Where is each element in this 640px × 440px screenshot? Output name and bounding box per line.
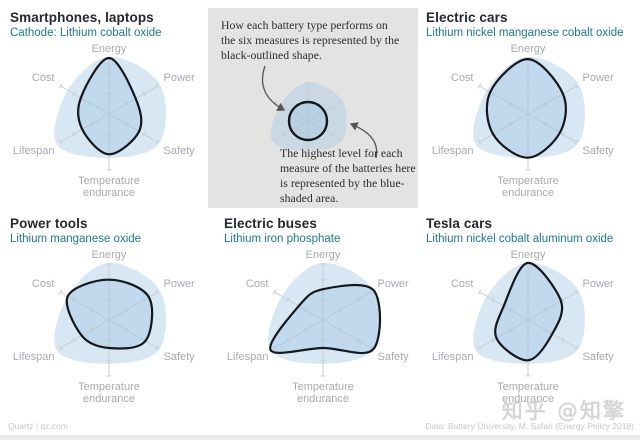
svg-text:endurance: endurance	[297, 393, 349, 405]
svg-text:Lifespan: Lifespan	[13, 351, 55, 363]
svg-text:Energy: Energy	[511, 43, 546, 55]
source-credit-data: Data: Battery University, M. Safari (Ene…	[425, 421, 634, 431]
explainer-mini-radar	[261, 65, 378, 160]
svg-text:Energy: Energy	[306, 249, 341, 261]
svg-text:Power: Power	[163, 72, 195, 84]
svg-text:Safety: Safety	[163, 351, 195, 363]
zhihu-watermark: 知乎 @知擎	[501, 399, 626, 423]
svg-text:Lifespan: Lifespan	[432, 351, 474, 363]
panel-title: Electric buses	[224, 216, 317, 231]
arrow-to-blue-area-icon	[349, 122, 378, 159]
svg-text:Lifespan: Lifespan	[13, 145, 55, 157]
svg-text:Lifespan: Lifespan	[227, 351, 269, 363]
panel-subtitle: Lithium manganese oxide	[10, 233, 142, 245]
svg-text:Temperature: Temperature	[78, 381, 140, 393]
panel-electric-buses: Electric buses Lithium iron phosphate En…	[222, 216, 428, 418]
svg-text:Power: Power	[163, 278, 195, 290]
panel-title: Electric cars	[426, 10, 508, 25]
panel-title: Smartphones, laptops	[10, 10, 154, 25]
svg-text:Lifespan: Lifespan	[432, 145, 474, 157]
svg-text:Safety: Safety	[582, 145, 614, 157]
bottom-strip	[0, 435, 640, 440]
svg-text:Power: Power	[582, 278, 614, 290]
svg-text:endurance: endurance	[502, 187, 554, 199]
svg-text:Temperature: Temperature	[292, 381, 354, 393]
svg-text:Safety: Safety	[377, 351, 409, 363]
svg-text:Power: Power	[377, 278, 409, 290]
panel-smartphones: Smartphones, laptops Cathode: Lithium co…	[8, 10, 214, 212]
panel-tesla-cars: Tesla cars Lithium nickel cobalt aluminu…	[424, 216, 636, 418]
svg-text:endurance: endurance	[83, 393, 135, 405]
svg-text:Safety: Safety	[163, 145, 195, 157]
panel-subtitle: Lithium iron phosphate	[224, 233, 341, 245]
svg-text:Cost: Cost	[451, 72, 474, 84]
svg-text:Cost: Cost	[246, 278, 269, 290]
radar-chart-electric-buses: Energy Power Safety Temperature enduranc…	[227, 249, 409, 405]
explainer-text-bottom: The highest level for each measure of th…	[280, 146, 416, 206]
radar-chart-power-tools: Energy Power Safety Temperature enduranc…	[13, 249, 195, 405]
explainer-box: How each battery type performs on the si…	[208, 8, 418, 208]
source-credit-quartz: Quartz | qz.com	[8, 421, 68, 431]
svg-text:endurance: endurance	[83, 187, 135, 199]
radar-chart-smartphones: Energy Power Safety Temperature enduranc…	[13, 43, 195, 199]
svg-text:Temperature: Temperature	[78, 175, 140, 187]
arrow-to-black-shape-icon	[261, 65, 286, 111]
svg-text:Temperature: Temperature	[497, 175, 559, 187]
svg-text:endurance: endurance	[502, 393, 554, 405]
panel-title: Power tools	[10, 216, 88, 231]
svg-text:Energy: Energy	[92, 43, 127, 55]
svg-text:Energy: Energy	[92, 249, 127, 261]
panel-electric-cars: Electric cars Lithium nickel manganese c…	[424, 10, 636, 212]
svg-text:Temperature: Temperature	[497, 381, 559, 393]
panel-subtitle: Lithium nickel cobalt aluminum oxide	[426, 233, 614, 245]
svg-text:Power: Power	[582, 72, 614, 84]
radar-chart-electric-cars: Energy Power Safety Temperature enduranc…	[432, 43, 614, 199]
panel-subtitle: Cathode: Lithium cobalt oxide	[10, 27, 162, 39]
radar-chart-tesla-cars: Energy Power Safety Temperature enduranc…	[432, 249, 614, 405]
svg-text:Safety: Safety	[582, 351, 614, 363]
svg-text:Cost: Cost	[32, 72, 55, 84]
svg-text:Cost: Cost	[451, 278, 474, 290]
svg-text:Cost: Cost	[32, 278, 55, 290]
panel-power-tools: Power tools Lithium manganese oxide Ener…	[8, 216, 214, 418]
explainer-text-top: How each battery type performs on the si…	[221, 18, 400, 63]
panel-title: Tesla cars	[426, 216, 493, 231]
svg-text:Energy: Energy	[511, 249, 546, 261]
panel-subtitle: Lithium nickel manganese cobalt oxide	[426, 27, 624, 39]
